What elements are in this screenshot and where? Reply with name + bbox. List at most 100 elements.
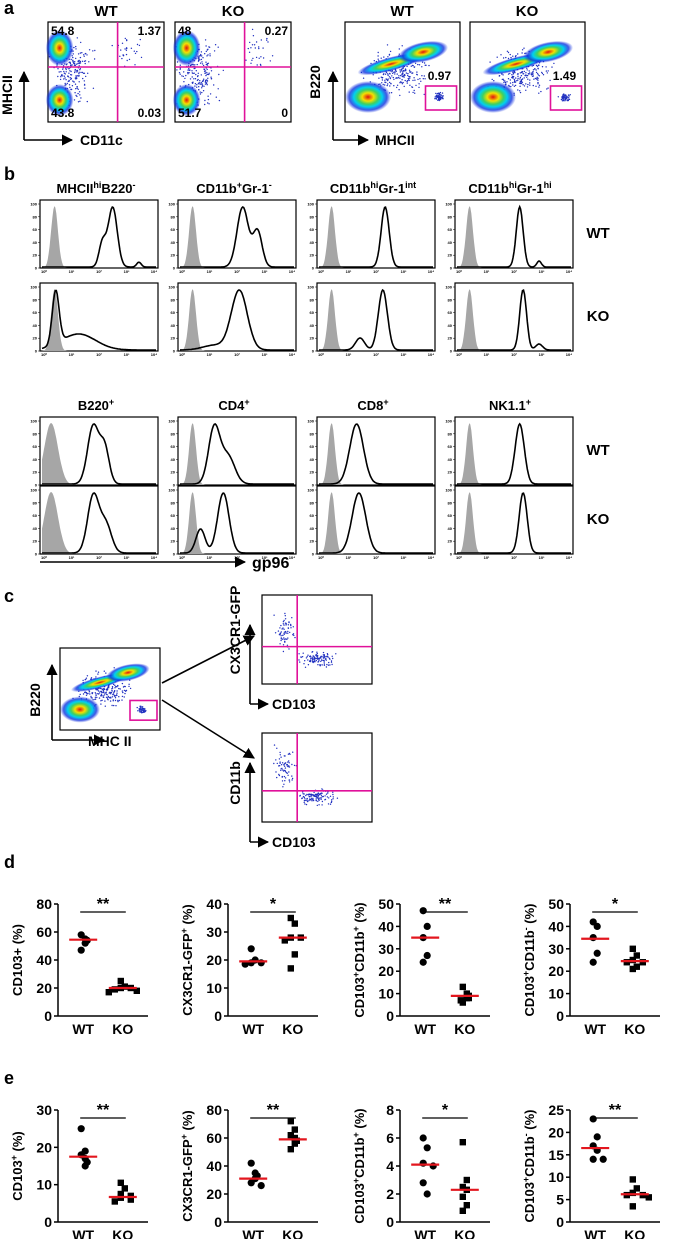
- data-point: [633, 952, 640, 959]
- y-tick-label: 80: [36, 896, 52, 912]
- event-dot: [183, 71, 185, 73]
- text-segment: CD103: [522, 976, 537, 1016]
- y-axis-label: CX3CR1-GFP+ (%): [179, 1110, 195, 1221]
- event-dot: [245, 59, 247, 61]
- event-dot: [403, 74, 406, 76]
- event-dot: [377, 58, 379, 60]
- data-point: [127, 1192, 134, 1200]
- y-tick-label: 100: [30, 285, 37, 290]
- event-dot: [535, 69, 537, 71]
- event-dot: [139, 707, 141, 710]
- event-dot: [63, 75, 66, 77]
- event-dot: [532, 84, 534, 87]
- isotype-histogram: [42, 423, 156, 485]
- event-dot: [290, 627, 292, 629]
- event-dot: [332, 798, 334, 800]
- event-dot: [332, 796, 334, 798]
- event-dot: [80, 41, 82, 44]
- y-tick-label: 100: [307, 285, 314, 290]
- y-tick-label: 20: [310, 253, 315, 258]
- x-tick-label: 10²: [373, 352, 379, 357]
- event-dot: [204, 81, 207, 83]
- event-dot: [100, 700, 102, 702]
- event-dot: [320, 657, 322, 659]
- event-dot: [114, 684, 116, 686]
- event-dot: [206, 68, 208, 71]
- y-tick-label: 100: [30, 419, 37, 424]
- event-dot: [77, 53, 80, 55]
- event-dot: [281, 638, 284, 640]
- text-segment: CX3CR1-GFP: [180, 1139, 195, 1222]
- event-dot: [419, 78, 421, 80]
- column-title: NK1.1+: [489, 397, 531, 413]
- event-dot: [139, 38, 141, 41]
- event-dot: [514, 79, 516, 82]
- event-dot: [94, 692, 97, 694]
- y-tick-label: 60: [33, 444, 38, 449]
- data-point: [459, 1207, 466, 1214]
- event-dot: [110, 691, 113, 694]
- event-dot: [318, 657, 320, 660]
- event-dot: [312, 798, 314, 801]
- event-dot: [117, 685, 119, 687]
- event-dot: [75, 57, 77, 60]
- event-dot: [520, 71, 523, 74]
- event-dot: [302, 791, 304, 793]
- event-dot: [84, 60, 87, 62]
- event-dot: [287, 627, 290, 629]
- event-dot: [504, 81, 507, 84]
- event-dot: [517, 73, 519, 75]
- axis-label: gp96: [252, 555, 289, 572]
- event-dot: [208, 72, 210, 74]
- y-tick-label: 80: [310, 297, 315, 302]
- gate: [549, 85, 583, 111]
- data-point: [599, 1155, 607, 1163]
- y-tick-label: 0: [312, 483, 315, 488]
- y-tick-label: 80: [448, 214, 453, 219]
- event-dot: [536, 65, 539, 68]
- event-dot: [65, 63, 68, 66]
- event-dot: [210, 78, 213, 80]
- event-dot: [284, 762, 287, 764]
- y-tick-label: 0: [312, 552, 315, 557]
- event-dot: [311, 656, 313, 658]
- event-dot: [417, 63, 419, 66]
- event-dot: [291, 763, 293, 766]
- event-dot: [412, 91, 414, 94]
- quadrant-percent: 48: [178, 24, 192, 38]
- y-tick-label: 100: [307, 488, 314, 493]
- event-dot: [428, 64, 430, 67]
- event-dot: [81, 52, 83, 54]
- event-dot: [387, 56, 389, 58]
- event-dot: [179, 73, 181, 75]
- gate-percent: 1.49: [553, 69, 577, 83]
- y-tick-label: 20: [378, 963, 394, 979]
- event-dot: [72, 56, 74, 59]
- event-dot: [317, 800, 319, 803]
- x-tick-label: 10⁰: [41, 555, 47, 560]
- event-dot: [291, 617, 293, 619]
- event-dot: [78, 61, 80, 63]
- event-dot: [77, 88, 79, 91]
- event-dot: [97, 671, 100, 673]
- event-dot: [199, 83, 201, 85]
- event-dot: [529, 72, 531, 74]
- event-dot: [121, 42, 124, 44]
- y-tick-label: 20: [548, 963, 564, 979]
- event-dot: [251, 44, 254, 46]
- text-segment: (%): [180, 1110, 195, 1134]
- event-dot: [413, 89, 415, 92]
- event-dot: [255, 56, 258, 59]
- event-dot: [201, 55, 203, 57]
- event-dot: [398, 89, 400, 91]
- event-dot: [285, 772, 288, 774]
- event-dot: [319, 797, 321, 799]
- event-dot: [102, 689, 105, 692]
- text-segment: CD11b: [196, 181, 237, 196]
- event-dot: [326, 663, 328, 666]
- superscript: +: [9, 1155, 19, 1160]
- event-dot: [217, 88, 219, 90]
- x-tick-label: 10²: [96, 555, 102, 560]
- data-point: [281, 937, 288, 944]
- event-dot: [251, 59, 253, 61]
